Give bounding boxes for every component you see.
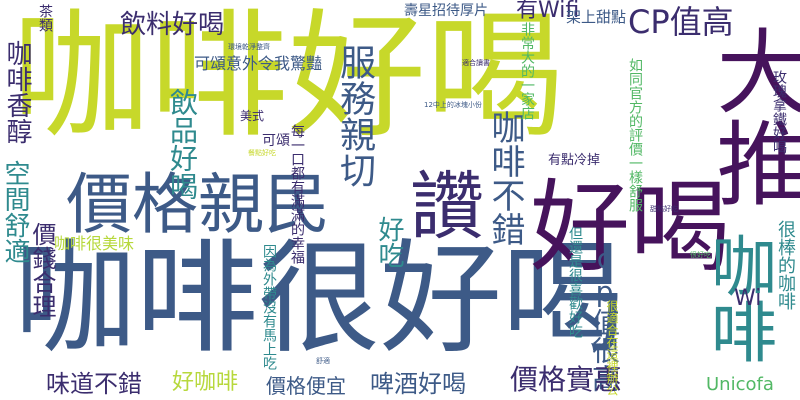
word: 好喝 [530, 169, 730, 286]
word: Wi [734, 286, 762, 311]
word: 很好吃 [690, 251, 711, 259]
word: 價格實惠 [510, 363, 623, 396]
word: cp值很高 [588, 242, 621, 392]
word: 茶類 [37, 4, 53, 32]
word: 可頌意外令我驚豔 [194, 54, 323, 73]
word: 每一口都有滿滿的幸福 [289, 124, 305, 264]
word: 有Wifi [516, 0, 580, 23]
word: 咖啡好喝 [12, 0, 565, 157]
word: 好吃 [374, 216, 404, 268]
word: 咖啡香醇 [2, 40, 32, 144]
word: 很適合在這裡辦公 [605, 300, 619, 396]
word: 12中上的冰塊小份 [424, 101, 482, 109]
word: 如同官方的評價一樣舒服 [627, 58, 643, 212]
word: 架上甜點 [566, 8, 627, 26]
word: 可頌 [262, 133, 290, 149]
word: 讚 [410, 164, 484, 250]
word: 好咖啡 [172, 370, 239, 395]
word: 服務親切 [334, 44, 375, 188]
word: 餐點好吃 [248, 149, 276, 157]
word: 味道不錯 [46, 370, 142, 398]
word: 咖啡不錯 [485, 110, 525, 246]
word: 壽星招待厚片 [404, 3, 488, 19]
word: 美式 [240, 109, 265, 123]
word: 價錢合理 [28, 222, 56, 318]
word: 舒適 [316, 357, 330, 365]
word: 但還是很喜歡好吃 [567, 226, 583, 338]
word: 有點冷掉 [548, 153, 601, 168]
word: 環境乾淨整齊 [228, 43, 270, 51]
word: 甜點好吃 [650, 205, 678, 213]
word: 非常大的一家店 [519, 22, 535, 120]
word: 因為外帶沒有馬上吃 [261, 244, 277, 370]
word: 大推 [701, 24, 800, 208]
word: 咖啡 [700, 232, 777, 364]
word: 飲品好喝 [166, 88, 199, 200]
word: 很棒的咖啡 [775, 220, 796, 310]
word: 玫瑰拿鐵好喝 [771, 70, 787, 154]
word: 價格便宜 [266, 374, 346, 398]
word: 飲料好喝 [120, 10, 225, 40]
word: 啤酒好喝 [370, 370, 466, 398]
word: 咖啡很好喝 [14, 228, 624, 370]
word: Unicofa [706, 374, 774, 395]
word: CP值高 [628, 3, 734, 41]
word: 適合讀書 [462, 59, 490, 67]
word: 空間舒適 [0, 160, 30, 264]
word: 價格親民 [66, 166, 330, 243]
word: 咖啡很美味 [54, 234, 135, 253]
